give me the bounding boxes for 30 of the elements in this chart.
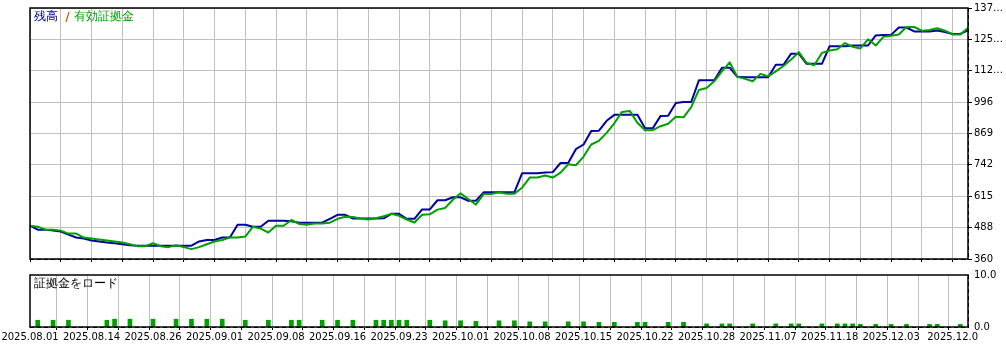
- x-tick-label: 2025.08.14: [62, 330, 121, 342]
- y-tick-label: 996: [974, 95, 994, 107]
- y-tick-label: 488: [974, 221, 994, 232]
- y-tick-label: 742: [974, 158, 994, 170]
- y-tick-label: 112…: [974, 64, 1004, 76]
- x-tick-label: 2025.11.07: [739, 330, 797, 342]
- y-tick-label: 0.0: [974, 320, 990, 332]
- x-tick-label: 2025.10.15: [554, 330, 613, 342]
- x-tick-label: 2025.10.22: [616, 330, 674, 342]
- x-tick-label: 2025.09.08: [247, 330, 305, 342]
- x-tick-label: 2025.09.01: [185, 330, 244, 342]
- x-tick-label: 2025.09.23: [370, 330, 428, 342]
- x-tick-label: 2025.10.28: [677, 330, 736, 342]
- y-tick-label: 125…: [974, 32, 1004, 44]
- x-tick-label: 2025.12.03: [862, 330, 920, 342]
- y-tick-label: 10.0: [974, 268, 997, 280]
- x-tick-label: 2025.08.01: [1, 330, 59, 342]
- y-tick-label: 137…: [974, 1, 1004, 13]
- text: 残高: [34, 9, 58, 24]
- text: 有効証拠金: [74, 9, 134, 24]
- x-tick-label: 2025.11.18: [800, 330, 859, 342]
- x-tick-label: 2025.10.01: [431, 330, 490, 342]
- x-tick-label: 2025.10.08: [493, 330, 551, 342]
- x-tick-label: 2025.08.26: [124, 330, 182, 342]
- x-tick-label: 2025.12.0: [927, 330, 979, 342]
- x-tick-label: 2025.09.16: [308, 330, 367, 342]
- chart-title: 証拠金をロード: [34, 276, 118, 291]
- y-tick-label: 869: [974, 126, 994, 138]
- y-tick-label: 615: [974, 189, 994, 201]
- y-tick-label: 360: [974, 252, 994, 264]
